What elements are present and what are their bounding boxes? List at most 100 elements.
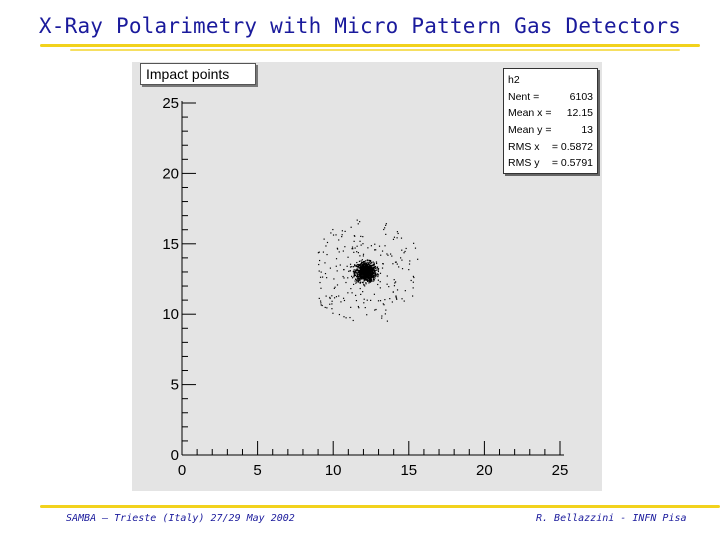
data-point	[377, 270, 380, 273]
data-point	[395, 281, 397, 283]
data-point	[325, 295, 327, 297]
data-point	[372, 278, 375, 281]
data-point	[355, 272, 358, 274]
data-point	[357, 223, 359, 225]
data-point	[335, 234, 337, 236]
data-point	[385, 223, 387, 225]
data-point	[352, 248, 354, 250]
data-point	[371, 274, 373, 276]
data-point	[318, 270, 320, 272]
data-point	[354, 235, 356, 237]
data-point	[356, 276, 358, 278]
data-point	[322, 251, 325, 253]
data-point	[373, 267, 375, 269]
data-point	[355, 265, 358, 267]
data-point	[346, 265, 348, 267]
data-point	[358, 263, 360, 266]
data-point	[356, 261, 358, 264]
y-tick-label: 0	[171, 447, 179, 464]
data-point	[363, 261, 366, 263]
data-point	[408, 263, 411, 265]
data-point	[368, 272, 370, 274]
data-point	[324, 272, 327, 275]
data-point	[359, 270, 361, 272]
data-point	[324, 262, 326, 264]
data-point	[369, 272, 371, 275]
data-point	[360, 263, 362, 265]
data-point	[336, 247, 338, 249]
data-point	[370, 280, 373, 282]
data-point	[350, 287, 352, 290]
data-point	[345, 281, 347, 284]
data-point	[357, 280, 359, 282]
data-point	[379, 287, 381, 289]
data-point	[386, 253, 388, 255]
data-point	[385, 233, 387, 235]
data-point	[354, 274, 356, 277]
data-point	[321, 276, 324, 278]
data-point	[374, 267, 376, 269]
data-point	[318, 263, 320, 266]
data-point	[374, 274, 376, 276]
stats-name: h2	[508, 74, 520, 86]
data-point	[353, 240, 355, 242]
data-point	[386, 320, 388, 322]
data-point	[358, 307, 360, 309]
data-point	[349, 270, 351, 272]
data-point	[356, 276, 358, 278]
data-point	[361, 267, 363, 269]
data-point	[360, 293, 362, 296]
data-point	[351, 292, 353, 294]
data-point	[372, 268, 374, 270]
data-point	[338, 239, 340, 241]
data-point	[342, 275, 344, 278]
data-point	[372, 263, 374, 266]
data-point	[404, 250, 406, 253]
data-point	[356, 245, 358, 247]
data-point	[409, 260, 411, 262]
data-point	[368, 262, 370, 264]
data-point	[361, 277, 363, 279]
data-point	[353, 276, 355, 278]
data-point	[358, 264, 361, 267]
data-point	[366, 269, 368, 271]
data-point	[361, 275, 363, 278]
data-point	[365, 276, 367, 279]
data-point	[319, 276, 322, 278]
data-point	[374, 277, 376, 279]
data-point	[355, 269, 357, 272]
data-point	[373, 266, 375, 268]
data-point	[318, 297, 320, 300]
data-point	[365, 274, 368, 276]
data-point	[363, 271, 365, 274]
data-point	[398, 266, 400, 268]
data-point	[371, 275, 373, 277]
data-point	[374, 271, 376, 273]
data-point	[364, 273, 366, 276]
data-point	[374, 267, 376, 270]
data-point	[355, 282, 357, 284]
data-point	[361, 265, 363, 267]
data-point	[367, 268, 369, 270]
data-point	[320, 304, 322, 306]
data-point	[320, 271, 322, 273]
data-point	[365, 275, 367, 278]
data-point	[354, 271, 356, 273]
data-point	[353, 270, 355, 272]
data-point	[326, 277, 328, 279]
data-point	[417, 258, 419, 260]
data-point	[363, 278, 365, 280]
stats-value: 12.15	[566, 107, 593, 120]
data-point	[369, 270, 371, 272]
data-point	[384, 227, 386, 229]
data-point	[354, 280, 356, 282]
data-point	[362, 266, 364, 268]
footer-left-text: SAMBA – Trieste (Italy) 27/29 May 2002	[66, 513, 295, 524]
data-point	[412, 287, 414, 289]
data-point	[324, 306, 326, 309]
data-point	[365, 265, 367, 267]
data-point	[360, 272, 362, 274]
data-point	[372, 273, 374, 275]
data-point	[375, 308, 377, 311]
data-point	[344, 230, 346, 232]
